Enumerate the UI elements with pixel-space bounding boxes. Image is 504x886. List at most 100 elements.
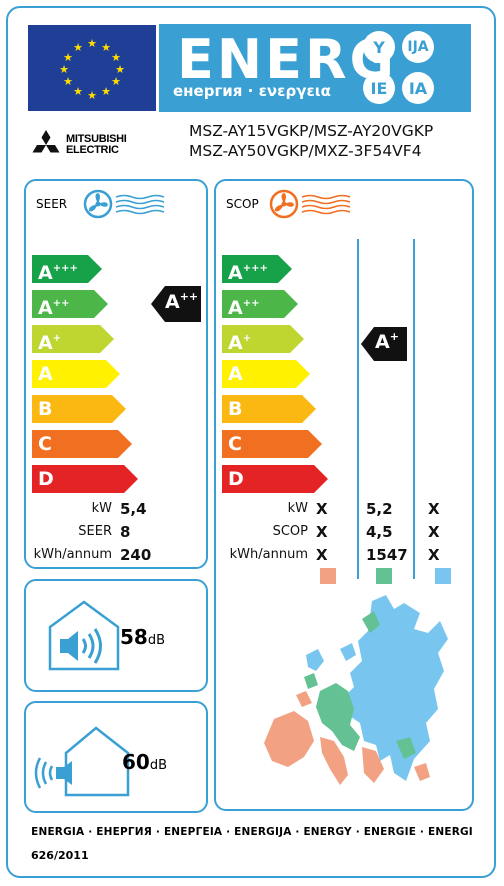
outdoor-noise-value: 60dB [122,750,167,774]
model-line2: MSZ-AY50VGKP/MXZ-3F54VF4 [189,142,422,160]
heating-value-average: 4,5 [366,523,393,541]
svg-text:★: ★ [73,85,83,98]
heating-value-warmer: X [316,523,328,541]
cooling-class-plus: + [52,333,62,344]
heating-class-arrow: A+++ [222,255,292,284]
heating-value-colder: X [428,523,440,541]
heating-row-label: kWh/annum [229,547,308,562]
svg-text:★: ★ [111,51,121,64]
svg-text:★: ★ [101,41,111,54]
heating-class-letter: A [228,332,243,354]
mitsubishi-diamonds-icon [32,130,60,153]
heating-value-warmer: X [316,500,328,518]
heating-class-indicator: A+ [361,327,407,366]
footer-languages: ENERGIA · ЕНЕРГИЯ · ΕΝΕΡΓΕΙΑ · ENERGIJA … [31,826,473,838]
outdoor-noise-panel: 60dB [24,701,208,813]
heating-value-colder: X [428,546,440,564]
svg-text:★: ★ [115,63,125,76]
cooling-class-letter: D [38,468,54,490]
cooling-class-arrow: A+++ [32,255,102,284]
brand-logo: MITSUBISHI ELECTRIC [30,130,127,160]
zone-swatch-warmer [320,568,336,584]
cooling-class-indicator: A++ [151,286,201,327]
heating-row-label: kW [287,501,308,516]
cooling-row-label: kWh/annum [33,547,112,562]
cooling-class-arrow: A [32,360,120,388]
cooling-indicator-letter: A [165,291,180,313]
indoor-noise-panel: 58dB [24,579,208,692]
heating-fan-icon [269,189,351,219]
column-divider [413,239,415,579]
energy-header-bar: ENERG енергия · ενεργεια Y IJA IE IA [159,24,471,112]
cooling-indicator-sup: ++ [179,290,199,303]
heating-indicator-sup: + [389,330,399,343]
model-line1: MSZ-AY15VGKP/MSZ-AY20VGKP [189,122,434,140]
lang-badge-ija: IJA [402,31,434,63]
cooling-class-letter: A [38,363,53,385]
europe-climate-zone-map [264,595,448,785]
indoor-db-number: 58 [120,625,148,649]
cooling-class-letter: A [38,262,53,284]
brand-line2: ELECTRIC [66,144,119,156]
cooling-fan-icon [83,189,165,219]
zone-swatch-average [376,568,392,584]
svg-text:★: ★ [63,51,73,64]
cooling-class-letter: C [38,433,52,455]
cooling-row-value: 5,4 [120,500,147,518]
heating-class-plus: + [242,333,252,344]
lang-badge-ia: IA [402,72,434,104]
heating-class-arrow: D [222,465,328,493]
svg-text:★: ★ [59,63,69,76]
energ-subtitle: енергия · ενεργεια [173,82,331,100]
heating-class-arrow: A++ [222,290,298,319]
heating-class-letter: A [228,297,243,319]
heating-value-average: 1547 [366,546,408,564]
heating-value-average: 5,2 [366,500,393,518]
outdoor-db-unit: dB [149,758,168,773]
indoor-noise-value: 58dB [120,625,165,649]
heating-class-arrow: A+ [222,325,304,354]
cooling-row-label: SEER [78,524,112,539]
eu-flag-icon: ★ ★ ★ ★ ★ ★ ★ ★ ★ ★ ★ ★ [28,25,156,111]
svg-text:★: ★ [101,85,111,98]
heating-class-arrow: C [222,430,322,458]
svg-text:★: ★ [63,75,73,88]
cooling-row-value: 240 [120,546,152,564]
cooling-title: SEER [36,197,68,211]
heating-indicator-letter: A [375,331,390,353]
heating-class-letter: A [228,363,243,385]
outdoor-house-speaker-icon [34,726,130,797]
lang-badge-y: Y [363,31,395,63]
cooling-class-plus: ++ [52,298,70,309]
heating-class-arrow: A [222,360,310,388]
cooling-class-arrow: A+ [32,325,114,354]
cooling-row-label: kW [91,501,112,516]
heating-class-letter: A [228,262,243,284]
heating-class-plus: ++ [242,298,260,309]
heating-class-arrow: B [222,395,316,423]
svg-text:★: ★ [87,89,97,102]
svg-text:★: ★ [87,37,97,50]
cooling-class-arrow: A++ [32,290,108,319]
cooling-class-plus: +++ [52,263,78,274]
heating-value-warmer: X [316,546,328,564]
cooling-class-arrow: B [32,395,126,423]
cooling-class-arrow: C [32,430,132,458]
heating-panel: SCOP A+++ A++ A+ A B C D A+ kW X 5,2 X SCOP X … [214,179,474,811]
energ-title: ENERG [177,28,397,91]
heating-class-letter: D [228,468,244,490]
cooling-row-value: 8 [120,523,131,541]
outdoor-db-number: 60 [122,750,150,774]
cooling-class-arrow: D [32,465,138,493]
cooling-class-letter: A [38,297,53,319]
lang-badge-ie: IE [363,72,395,104]
regulation-number: 626/2011 [31,849,89,862]
indoor-db-unit: dB [147,633,166,648]
heating-class-letter: C [228,433,242,455]
svg-text:★: ★ [73,41,83,54]
heating-class-letter: B [228,398,243,420]
heating-value-colder: X [428,500,440,518]
heating-title: SCOP [226,197,259,211]
heating-class-plus: +++ [242,263,268,274]
cooling-class-letter: A [38,332,53,354]
